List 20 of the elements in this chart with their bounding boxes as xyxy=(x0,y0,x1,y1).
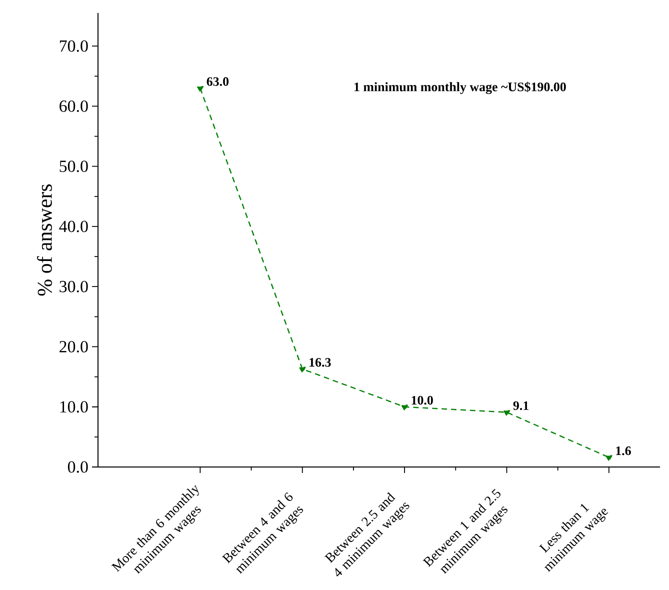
point xyxy=(503,410,510,416)
point xyxy=(196,86,204,92)
data-label: 63.0 xyxy=(206,77,229,86)
data-label: 16.3 xyxy=(310,358,331,367)
point xyxy=(401,404,408,411)
data-label: 1.6 xyxy=(616,446,631,456)
data-label: 10.0 xyxy=(412,396,433,405)
point xyxy=(299,366,306,373)
data-label: 9.1 xyxy=(513,401,528,410)
y-tick-label: 60.0 xyxy=(60,100,88,112)
y-tick-label: 20.0 xyxy=(60,340,88,352)
y-tick-label: 10.0 xyxy=(60,401,88,413)
y-tick-label: 0.0 xyxy=(68,461,88,473)
annotation: 1 minimum monthly wage ~US$190.00 xyxy=(354,82,566,94)
y-tick-label: 30.0 xyxy=(60,280,88,292)
y-tick-label: 70.0 xyxy=(60,40,88,52)
point xyxy=(606,455,612,462)
y-axis-title: % of answers xyxy=(36,184,52,296)
y-tick-label: 40.0 xyxy=(59,220,88,232)
y-tick-label: 50.0 xyxy=(60,160,88,172)
